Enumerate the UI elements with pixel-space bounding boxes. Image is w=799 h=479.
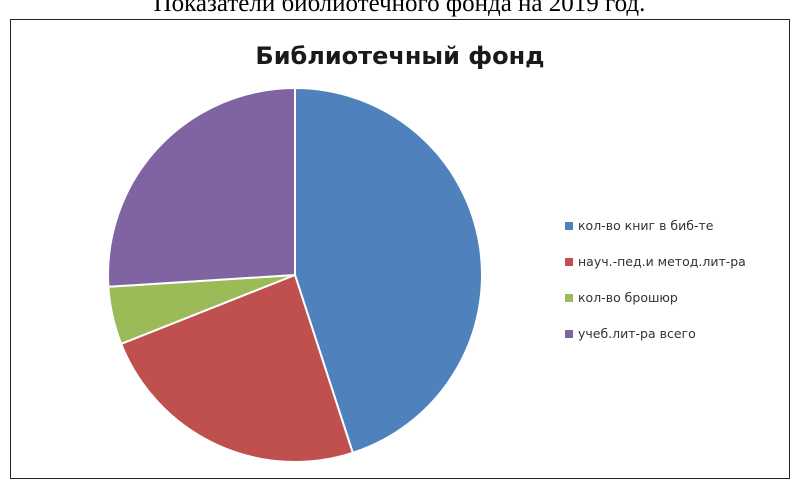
legend-swatch — [565, 257, 573, 266]
pie-slice-1 — [294, 86, 484, 455]
legend-swatch — [565, 329, 573, 338]
legend-label: кол-во брошюр — [578, 290, 678, 305]
pie-chart — [107, 86, 484, 463]
legend-swatch — [565, 293, 573, 302]
chart-frame: Библиотечный фонд кол-во книг в биб-те на… — [10, 19, 790, 479]
legend-item: кол-во брошюр — [565, 289, 746, 306]
legend-label: кол-во книг в биб-те — [578, 218, 714, 233]
pie-slice-4 — [107, 86, 296, 288]
chart-legend: кол-во книг в биб-те науч.-пед.и метод.ли… — [565, 217, 746, 361]
document-heading: Показатели библиотечного фонда на 2019 г… — [153, 0, 646, 17]
legend-item: учеб.лит-ра всего — [565, 325, 746, 342]
legend-item: науч.-пед.и метод.лит-ра — [565, 253, 746, 270]
legend-item: кол-во книг в биб-те — [565, 217, 746, 234]
legend-label: науч.-пед.и метод.лит-ра — [578, 254, 746, 269]
legend-label: учеб.лит-ра всего — [578, 326, 696, 341]
chart-title: Библиотечный фонд — [255, 42, 545, 70]
legend-swatch — [565, 221, 573, 230]
